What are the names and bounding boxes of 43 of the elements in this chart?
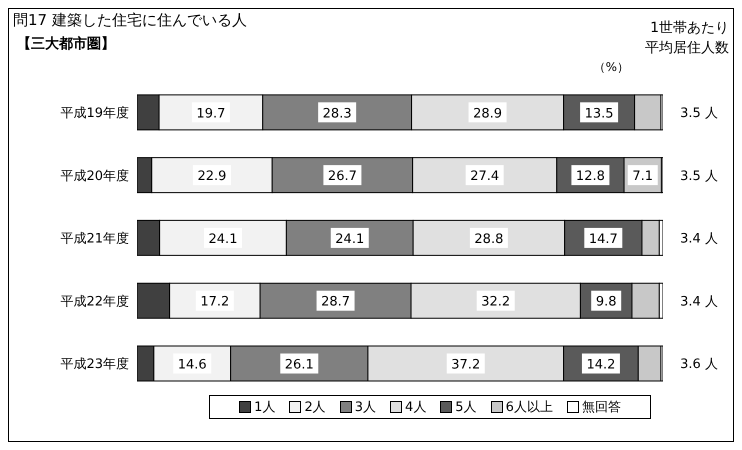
- data-label: 24.1: [208, 232, 238, 247]
- y-tick-label: 平成20年度: [60, 168, 129, 184]
- data-label: 7.1: [632, 169, 654, 184]
- data-label: 14.2: [586, 358, 616, 373]
- data-label: 22.9: [197, 169, 226, 184]
- text: 3.5 人: [680, 168, 718, 184]
- data-label: 14.7: [588, 232, 618, 247]
- text: （%）: [594, 59, 629, 76]
- data-label: 28.9: [473, 106, 502, 122]
- text: 平均居住人数: [645, 39, 729, 57]
- chart-subtitle: 【三大都市圏】: [17, 35, 115, 53]
- legend-label: 4人: [405, 399, 426, 416]
- data-label: 9.8: [596, 294, 617, 310]
- data-label: 24.1: [335, 232, 364, 247]
- text: 3.4 人: [680, 294, 718, 310]
- y-tick-label: 平成23年度: [60, 356, 129, 372]
- data-label: 14.6: [178, 358, 207, 373]
- data-label: 28.8: [474, 232, 504, 247]
- data-label: 32.2: [481, 294, 510, 310]
- data-label: 27.4: [470, 169, 500, 184]
- y-tick-label: 平成19年度: [60, 105, 129, 122]
- legend-label: 無回答: [582, 399, 621, 416]
- legend-label: 1人: [254, 399, 276, 416]
- y-tick-label: 平成21年度: [60, 230, 129, 247]
- text: 3.5 人: [680, 106, 718, 122]
- data-label: 13.5: [584, 106, 614, 122]
- data-label: 12.8: [576, 169, 605, 184]
- data-label: 17.2: [200, 294, 230, 310]
- text: 1世帯あたり: [650, 19, 729, 37]
- data-label: 26.7: [328, 169, 357, 184]
- data-label: 37.2: [451, 358, 480, 373]
- legend-label: 2人: [304, 399, 326, 416]
- data-label: 19.7: [196, 106, 226, 122]
- y-tick-label: 平成22年度: [60, 293, 129, 310]
- data-label: 28.3: [322, 106, 352, 122]
- data-label: 26.1: [284, 358, 314, 373]
- text: 3.6 人: [680, 357, 718, 372]
- data-label: 28.7: [321, 294, 350, 310]
- chart-title: 問17 建築した住宅に住んでいる人: [13, 11, 247, 30]
- legend-label: 6人以上: [506, 399, 553, 416]
- text: 3.4 人: [680, 232, 718, 247]
- legend-label: 3人: [354, 399, 376, 416]
- legend-label: 5人: [455, 399, 477, 416]
